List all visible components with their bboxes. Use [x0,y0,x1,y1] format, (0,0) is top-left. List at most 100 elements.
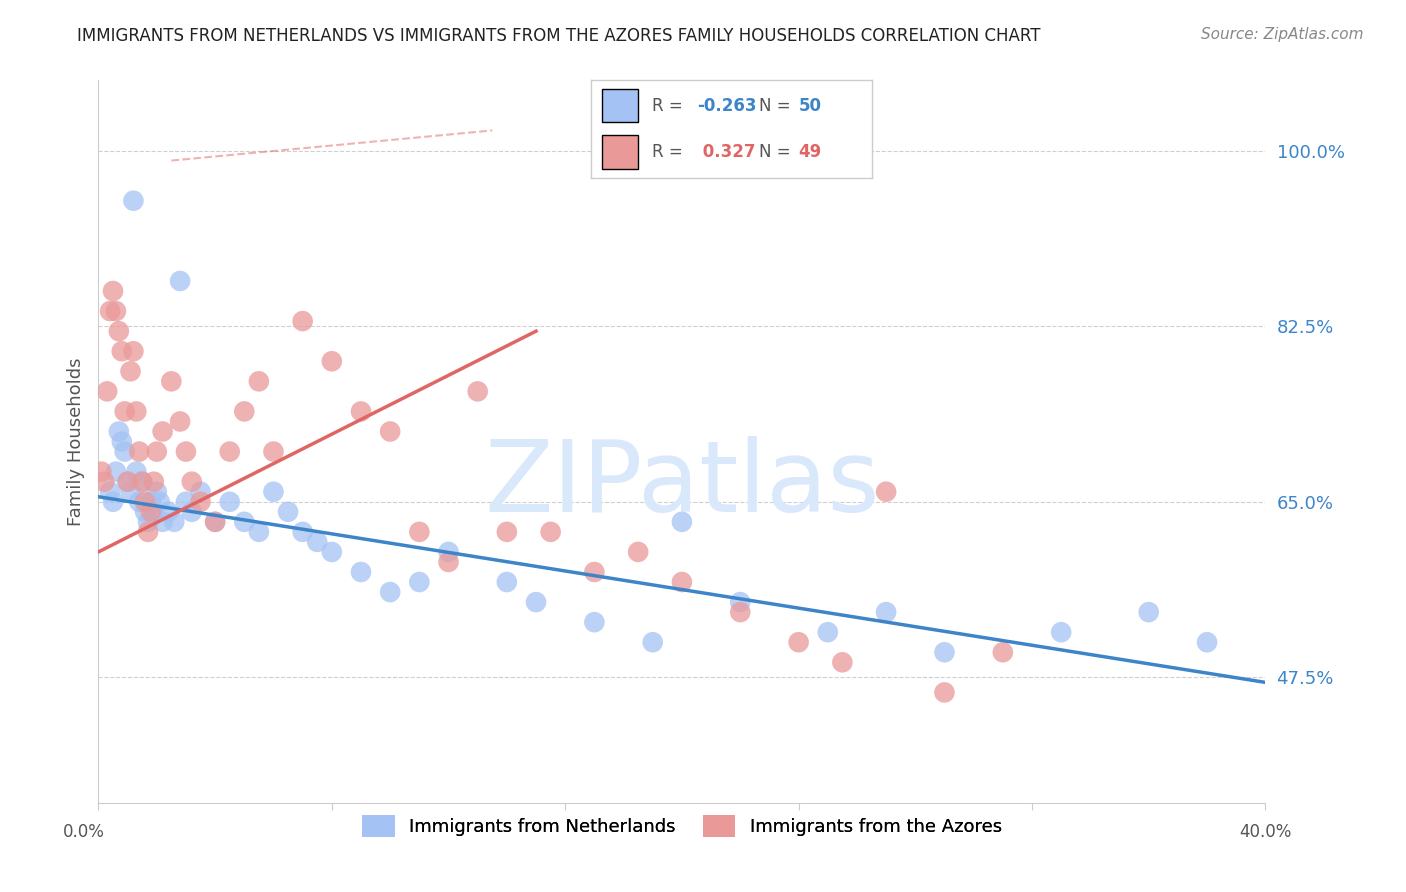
Point [307,535,329,549]
Point [233,515,256,529]
Point [991,645,1014,659]
Point [641,635,664,649]
Point [134,505,156,519]
Point [408,575,430,590]
Point [131,475,153,489]
Text: R =: R = [652,143,689,161]
Point [263,444,285,458]
Point [496,575,519,590]
Point [875,605,897,619]
Point [875,484,897,499]
Point [204,515,226,529]
Point [90,465,112,479]
Point [437,545,460,559]
Text: 0.0%: 0.0% [63,822,105,841]
Point [380,585,402,599]
Text: 40.0%: 40.0% [1239,822,1292,841]
Point [204,515,226,529]
FancyBboxPatch shape [602,89,638,122]
Point [180,475,202,489]
Point [1050,625,1073,640]
Point [583,615,606,630]
Point [291,314,314,328]
Point [134,494,156,508]
Point [125,465,148,479]
Point [671,515,693,529]
Point [291,524,314,539]
Point [934,685,956,699]
Point [157,505,180,519]
Text: Source: ZipAtlas.com: Source: ZipAtlas.com [1201,27,1364,42]
Point [218,494,240,508]
Point [467,384,489,399]
Point [163,515,186,529]
Point [174,444,197,458]
Point [136,524,159,539]
Point [247,375,270,389]
Point [111,344,134,359]
Point [496,524,519,539]
Point [98,484,121,499]
Point [1197,635,1219,649]
Point [160,375,183,389]
Text: -0.263: -0.263 [697,97,756,115]
Point [180,505,202,519]
Point [146,484,169,499]
Point [101,284,124,298]
Text: N =: N = [759,143,796,161]
Point [117,475,139,489]
Point [350,565,373,579]
Point [111,434,134,449]
Legend: Immigrants from Netherlands, Immigrants from the Azores: Immigrants from Netherlands, Immigrants … [354,808,1010,845]
Point [934,645,956,659]
Point [142,475,165,489]
Point [218,444,240,458]
Point [540,524,562,539]
Point [131,475,153,489]
Point [125,404,148,418]
Point [122,194,145,208]
Point [136,515,159,529]
Text: N =: N = [759,97,796,115]
Point [128,444,150,458]
Text: R =: R = [652,97,689,115]
Text: 50: 50 [799,97,821,115]
Point [98,304,121,318]
Point [122,344,145,359]
Point [149,494,172,508]
Point [190,484,212,499]
Point [831,655,853,669]
Point [142,505,165,519]
Text: ZIPatlas: ZIPatlas [484,436,880,533]
Point [93,475,115,489]
Point [247,524,270,539]
Point [174,494,197,508]
FancyBboxPatch shape [602,136,638,169]
Point [321,354,343,368]
Point [583,565,606,579]
Point [350,404,373,418]
Point [96,384,118,399]
Point [1137,605,1160,619]
Point [128,494,150,508]
Point [263,484,285,499]
Point [117,475,139,489]
Point [114,444,136,458]
Y-axis label: Family Households: Family Households [66,358,84,525]
Point [233,404,256,418]
Point [787,635,810,649]
Point [108,425,131,439]
Point [408,524,430,539]
Point [380,425,402,439]
Point [627,545,650,559]
Point [169,414,191,428]
Point [104,465,127,479]
Point [524,595,547,609]
Point [817,625,839,640]
Point [277,505,299,519]
Text: IMMIGRANTS FROM NETHERLANDS VS IMMIGRANTS FROM THE AZORES FAMILY HOUSEHOLDS CORR: IMMIGRANTS FROM NETHERLANDS VS IMMIGRANT… [77,27,1040,45]
Point [169,274,191,288]
Text: 49: 49 [799,143,823,161]
Point [321,545,343,559]
Text: 0.327: 0.327 [697,143,756,161]
